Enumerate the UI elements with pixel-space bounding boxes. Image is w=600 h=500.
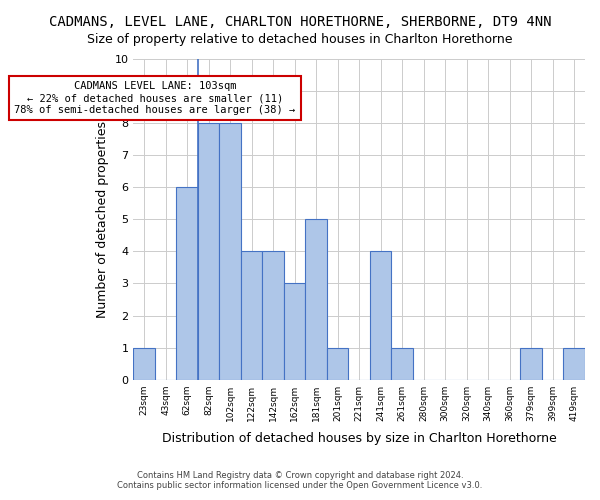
Text: CADMANS LEVEL LANE: 103sqm
← 22% of detached houses are smaller (11)
78% of semi: CADMANS LEVEL LANE: 103sqm ← 22% of deta… xyxy=(14,82,296,114)
Bar xyxy=(391,348,413,380)
Bar xyxy=(198,123,220,380)
Text: Contains HM Land Registry data © Crown copyright and database right 2024.
Contai: Contains HM Land Registry data © Crown c… xyxy=(118,470,482,490)
Bar xyxy=(370,252,391,380)
Bar xyxy=(563,348,585,380)
Bar xyxy=(241,252,262,380)
Bar xyxy=(327,348,349,380)
Text: CADMANS, LEVEL LANE, CHARLTON HORETHORNE, SHERBORNE, DT9 4NN: CADMANS, LEVEL LANE, CHARLTON HORETHORNE… xyxy=(49,15,551,29)
Bar xyxy=(284,284,305,380)
Bar xyxy=(520,348,542,380)
Bar xyxy=(262,252,284,380)
Text: Size of property relative to detached houses in Charlton Horethorne: Size of property relative to detached ho… xyxy=(87,32,513,46)
Bar xyxy=(133,348,155,380)
Y-axis label: Number of detached properties: Number of detached properties xyxy=(96,121,109,318)
Bar xyxy=(176,188,198,380)
Bar xyxy=(220,123,241,380)
X-axis label: Distribution of detached houses by size in Charlton Horethorne: Distribution of detached houses by size … xyxy=(162,432,557,445)
Bar xyxy=(305,220,327,380)
